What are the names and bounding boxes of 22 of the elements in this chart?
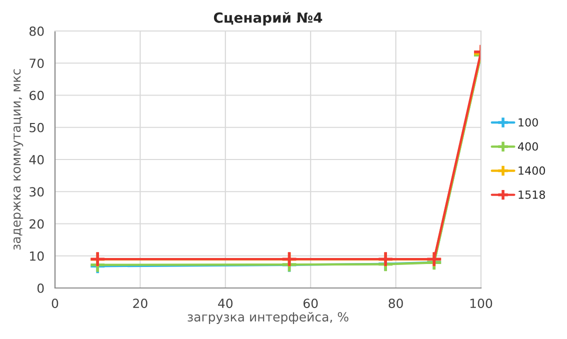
x-axis-title: загрузка интерфейса, %: [188, 312, 348, 324]
legend-label: 1518: [518, 190, 545, 199]
y-tick-label: 20: [30, 219, 44, 229]
x-tick-label: 0: [52, 298, 58, 308]
x-tick-label: 40: [218, 298, 233, 308]
x-tick-label: 100: [470, 298, 492, 308]
chart-title: Сценарий №4: [214, 12, 322, 26]
y-tick-label: 10: [30, 251, 44, 261]
y-tick-label: 60: [30, 90, 44, 100]
x-tick-label: 60: [304, 298, 318, 308]
y-tick-label: 0: [37, 283, 44, 293]
y-tick-label: 40: [29, 154, 44, 164]
x-tick-label: 20: [133, 298, 148, 308]
y-tick-label: 80: [30, 26, 44, 36]
y-tick-label: 50: [30, 122, 44, 132]
legend-label: 100: [518, 118, 538, 127]
legend-label: 400: [518, 142, 538, 151]
y-tick-label: 30: [30, 187, 44, 197]
y-tick-label: 70: [30, 58, 44, 68]
x-tick-label: 80: [388, 298, 403, 308]
y-axis-title: задержка коммутации, мкс: [14, 69, 24, 250]
legend-label: 1400: [518, 166, 546, 175]
